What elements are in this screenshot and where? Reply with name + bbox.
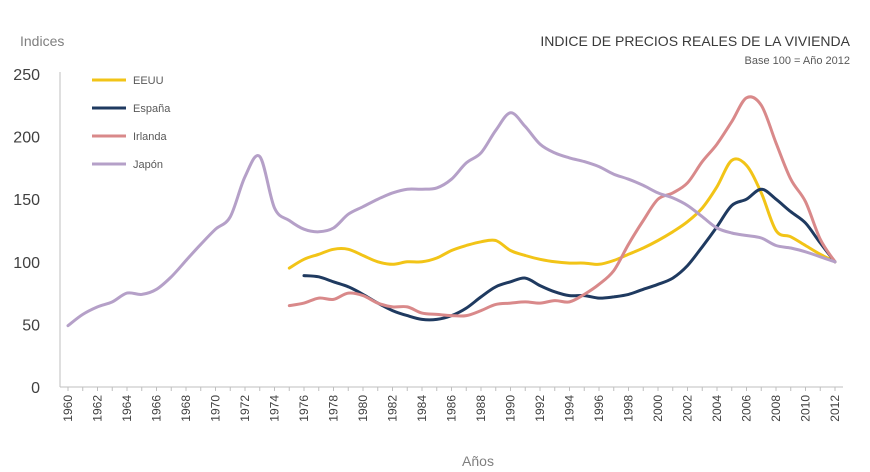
x-tick-label: 1974 bbox=[268, 395, 282, 422]
x-tick-labels: 1960 1962 1964 1966 1968 1970 1972 1974 1976 1978… bbox=[61, 387, 842, 422]
x-tick-label: 2008 bbox=[769, 395, 783, 422]
x-tick-label: 1988 bbox=[474, 395, 488, 422]
x-tick-label: 1992 bbox=[533, 395, 547, 422]
x-tick-label: 1972 bbox=[238, 395, 252, 422]
x-tick-label: 2012 bbox=[828, 395, 842, 422]
x-tick-label: 2006 bbox=[740, 395, 754, 422]
x-tick-label: 1986 bbox=[445, 395, 459, 422]
x-tick-label: 1996 bbox=[592, 395, 606, 422]
chart-subtitle: Base 100 = Año 2012 bbox=[744, 55, 850, 67]
x-tick-label: 1982 bbox=[386, 395, 400, 422]
series-line-eeuu bbox=[287, 157, 837, 270]
y-tick-label: 200 bbox=[13, 130, 40, 147]
x-tick-label: 1978 bbox=[327, 395, 341, 422]
legend-label-espana: España bbox=[133, 103, 171, 115]
x-tick-label: 2000 bbox=[651, 395, 665, 422]
x-tick-label: 1994 bbox=[563, 395, 577, 422]
x-tick-label: 1984 bbox=[415, 395, 429, 422]
series-line-irlanda bbox=[287, 95, 837, 318]
y-tick-label: 0 bbox=[31, 380, 40, 397]
x-axis-title: Años bbox=[462, 453, 494, 469]
x-tick-label: 1968 bbox=[179, 395, 193, 422]
y-tick-label: 100 bbox=[13, 255, 40, 272]
x-tick-label: 1976 bbox=[297, 395, 311, 422]
y-tick-label: 50 bbox=[22, 317, 40, 334]
x-tick-label: 1970 bbox=[209, 395, 223, 422]
x-tick-label: 1998 bbox=[622, 395, 636, 422]
x-tick-label: 2010 bbox=[799, 395, 813, 422]
legend-label-japon: Japón bbox=[133, 159, 163, 171]
x-tick-label: 1980 bbox=[356, 395, 370, 422]
series-line-japon bbox=[66, 111, 837, 328]
x-tick-label: 1964 bbox=[120, 395, 134, 422]
x-tick-label: 1960 bbox=[61, 395, 75, 422]
y-tick-label: 250 bbox=[13, 67, 40, 84]
y-tick-labels: 0 50 100 150 200 250 bbox=[13, 67, 40, 397]
chart-title: INDICE DE PRECIOS REALES DE LA VIVIENDA bbox=[540, 33, 850, 49]
y-tick-label: 150 bbox=[13, 192, 40, 209]
legend: EEUU España Irlanda Japón bbox=[92, 75, 171, 171]
axes bbox=[59, 72, 843, 388]
x-tick-label: 1962 bbox=[91, 395, 105, 422]
x-tick-label: 2004 bbox=[710, 395, 724, 422]
x-tick-label: 1990 bbox=[504, 395, 518, 422]
x-tick-label: 1966 bbox=[150, 395, 164, 422]
legend-label-irlanda: Irlanda bbox=[133, 131, 168, 143]
y-axis-title: Indices bbox=[20, 33, 64, 49]
series-lines bbox=[66, 95, 837, 328]
series-line-espana bbox=[302, 187, 837, 322]
x-tick-label: 2002 bbox=[681, 395, 695, 422]
legend-label-eeuu: EEUU bbox=[133, 75, 164, 87]
